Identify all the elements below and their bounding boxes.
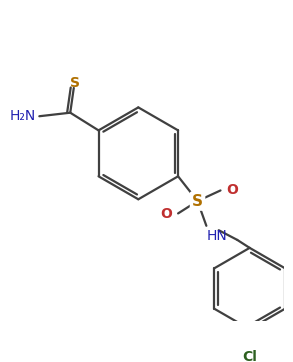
Text: HN: HN [206,229,227,243]
Text: S: S [70,76,80,90]
Text: S: S [192,194,203,209]
Text: Cl: Cl [242,350,257,362]
Text: H₂N: H₂N [10,109,36,123]
Text: O: O [160,207,172,221]
Text: O: O [227,182,239,197]
